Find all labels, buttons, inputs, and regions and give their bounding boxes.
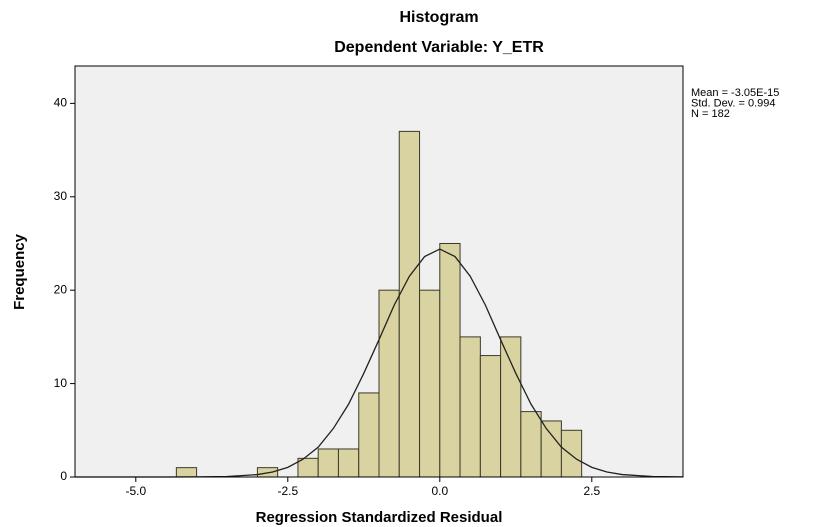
normal-curve bbox=[75, 248, 684, 478]
x-tick-label: -2.5 bbox=[277, 484, 298, 498]
bar bbox=[419, 289, 441, 478]
y-axis-label: Frequency bbox=[11, 233, 28, 310]
x-tick-label: -5.0 bbox=[125, 484, 146, 498]
y-tick-label: 30 bbox=[54, 189, 68, 203]
stats-annotation: N = 182 bbox=[691, 108, 730, 120]
x-tick-label: 0.0 bbox=[431, 484, 448, 498]
bar bbox=[358, 392, 380, 478]
stats-annotation: Mean = -3.05E-15 bbox=[691, 87, 779, 99]
y-tick-label: 20 bbox=[54, 282, 68, 296]
y-tick-label: 0 bbox=[60, 469, 67, 483]
x-tick-label: 2.5 bbox=[583, 484, 600, 498]
chart-subtitle: Dependent Variable: Y_ETR bbox=[334, 39, 544, 56]
bar bbox=[560, 429, 583, 478]
x-axis-label: Regression Standardized Residual bbox=[256, 509, 503, 526]
plot-border bbox=[74, 65, 684, 478]
y-tick-label: 10 bbox=[54, 376, 68, 390]
y-tick-label: 40 bbox=[54, 96, 68, 110]
bar bbox=[520, 411, 542, 478]
chart-title: Histogram bbox=[399, 9, 478, 26]
bar bbox=[337, 448, 360, 478]
bar bbox=[500, 336, 522, 478]
bar bbox=[398, 130, 421, 478]
bar bbox=[479, 355, 502, 478]
bar bbox=[175, 467, 198, 478]
bar bbox=[459, 336, 481, 478]
bar bbox=[317, 448, 339, 478]
stats-annotation: Std. Dev. = 0.994 bbox=[691, 97, 776, 109]
bar bbox=[439, 242, 461, 478]
bar bbox=[540, 420, 562, 478]
bar bbox=[297, 457, 319, 478]
